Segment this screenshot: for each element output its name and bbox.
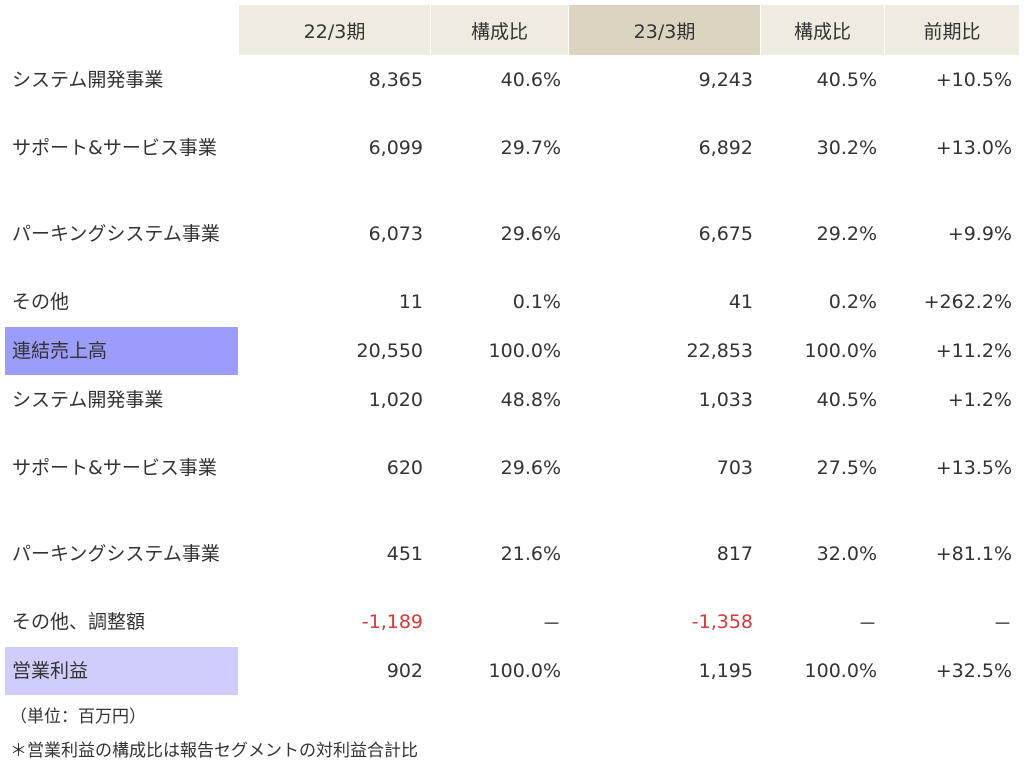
value-fy22: 11 bbox=[398, 291, 423, 313]
table-row: システム開発事業 8,365 40.6% 9,243 40.5% +10.5% bbox=[5, 55, 1019, 105]
ratio-fy22: 21.6% bbox=[500, 543, 561, 565]
ratio-fy22: 48.8% bbox=[500, 389, 561, 411]
value-fy22: 620 bbox=[386, 457, 423, 479]
yoy-change: +11.2% bbox=[935, 340, 1012, 362]
value-fy23: 1,195 bbox=[698, 660, 753, 682]
ratio-fy23: 0.2% bbox=[828, 291, 877, 313]
value-fy23: 41 bbox=[728, 291, 753, 313]
value-fy22: 451 bbox=[386, 543, 423, 565]
value-fy22: 20,550 bbox=[356, 340, 423, 362]
row-label: 連結売上高 bbox=[5, 327, 238, 375]
ratio-fy23: 30.2% bbox=[816, 137, 877, 159]
yoy-change: +13.0% bbox=[935, 137, 1012, 159]
value-fy23: 6,892 bbox=[698, 137, 753, 159]
header-corner bbox=[5, 5, 238, 55]
row-label: その他、調整額 bbox=[12, 611, 146, 633]
value-fy22: 6,073 bbox=[368, 223, 423, 245]
ratio-fy23: 32.0% bbox=[816, 543, 877, 565]
yoy-change: +81.1% bbox=[935, 543, 1012, 565]
yoy-change: +262.2% bbox=[923, 291, 1012, 313]
table-row: パーキングシステム事業 6,073 29.6% 6,675 29.2% +9.9… bbox=[5, 191, 1019, 277]
ratio-fy23: 29.2% bbox=[816, 223, 877, 245]
value-fy23: 703 bbox=[716, 457, 753, 479]
header-row: 22/3期 構成比 23/3期 構成比 前期比 bbox=[5, 5, 1019, 55]
table-row: その他 11 0.1% 41 0.2% +262.2% bbox=[5, 277, 1019, 327]
value-fy23: 6,675 bbox=[698, 223, 753, 245]
ratio-fy23: － bbox=[857, 612, 877, 635]
row-label: サポート&サービス事業 bbox=[12, 457, 217, 479]
ratio-fy23: 40.5% bbox=[816, 389, 877, 411]
header-fy23: 23/3期 bbox=[568, 5, 760, 55]
value-fy23: 817 bbox=[716, 543, 753, 565]
header-ratio-fy23: 構成比 bbox=[760, 5, 884, 55]
row-label: パーキングシステム事業 bbox=[12, 223, 220, 245]
yoy-change: +10.5% bbox=[935, 69, 1012, 91]
ratio-fy22: 29.7% bbox=[500, 137, 561, 159]
table-row: その他、調整額 -1,189 － -1,358 － － bbox=[5, 597, 1019, 647]
table-row: システム開発事業 1,020 48.8% 1,033 40.5% +1.2% bbox=[5, 375, 1019, 425]
ratio-fy22: 29.6% bbox=[500, 457, 561, 479]
row-label: サポート&サービス事業 bbox=[12, 137, 217, 159]
value-fy22: 902 bbox=[386, 660, 423, 682]
table-row: サポート&サービス事業 6,099 29.7% 6,892 30.2% +13.… bbox=[5, 105, 1019, 191]
ratio-fy23: 40.5% bbox=[816, 69, 877, 91]
value-fy22: -1,189 bbox=[361, 611, 423, 633]
table-row: パーキングシステム事業 451 21.6% 817 32.0% +81.1% bbox=[5, 511, 1019, 597]
segment-table: 22/3期 構成比 23/3期 構成比 前期比 システム開発事業 8,365 4… bbox=[5, 5, 1019, 695]
row-label: システム開発事業 bbox=[12, 389, 164, 411]
value-fy22: 6,099 bbox=[368, 137, 423, 159]
header-ratio-fy22: 構成比 bbox=[430, 5, 568, 55]
ratio-fy23: 100.0% bbox=[804, 660, 877, 682]
ratio-fy23: 100.0% bbox=[804, 340, 877, 362]
ratio-fy23: 27.5% bbox=[816, 457, 877, 479]
ratio-fy22: 40.6% bbox=[500, 69, 561, 91]
row-label: パーキングシステム事業 bbox=[12, 543, 220, 565]
row-label: システム開発事業 bbox=[12, 69, 164, 91]
operating-profit-row: 営業利益 902 100.0% 1,195 100.0% +32.5% bbox=[5, 647, 1019, 695]
value-fy23: 22,853 bbox=[686, 340, 753, 362]
value-fy23: 1,033 bbox=[698, 389, 753, 411]
header-yoy: 前期比 bbox=[884, 5, 1019, 55]
ratio-fy22: 100.0% bbox=[488, 660, 561, 682]
row-label: 営業利益 bbox=[5, 647, 238, 695]
ratio-fy22: 29.6% bbox=[500, 223, 561, 245]
ratio-fy22: 100.0% bbox=[488, 340, 561, 362]
value-fy23: -1,358 bbox=[691, 611, 753, 633]
footnote: ＊営業利益の構成比は報告セグメントの対利益合計比 bbox=[10, 741, 418, 761]
total-sales-row: 連結売上高 20,550 100.0% 22,853 100.0% +11.2% bbox=[5, 327, 1019, 375]
unit-note: （単位：百万円） bbox=[10, 707, 146, 727]
header-fy22: 22/3期 bbox=[238, 5, 430, 55]
yoy-change: － bbox=[992, 612, 1012, 635]
yoy-change: +32.5% bbox=[935, 660, 1012, 682]
value-fy22: 8,365 bbox=[368, 69, 423, 91]
table-row: サポート&サービス事業 620 29.6% 703 27.5% +13.5% bbox=[5, 425, 1019, 511]
ratio-fy22: 0.1% bbox=[512, 291, 561, 313]
yoy-change: +1.2% bbox=[947, 389, 1012, 411]
yoy-change: +9.9% bbox=[947, 223, 1012, 245]
yoy-change: +13.5% bbox=[935, 457, 1012, 479]
value-fy22: 1,020 bbox=[368, 389, 423, 411]
table-notes: （単位：百万円） ＊営業利益の構成比は報告セグメントの対利益合計比 bbox=[10, 700, 418, 768]
value-fy23: 9,243 bbox=[698, 69, 753, 91]
ratio-fy22: － bbox=[541, 612, 561, 635]
row-label: その他 bbox=[12, 291, 70, 313]
